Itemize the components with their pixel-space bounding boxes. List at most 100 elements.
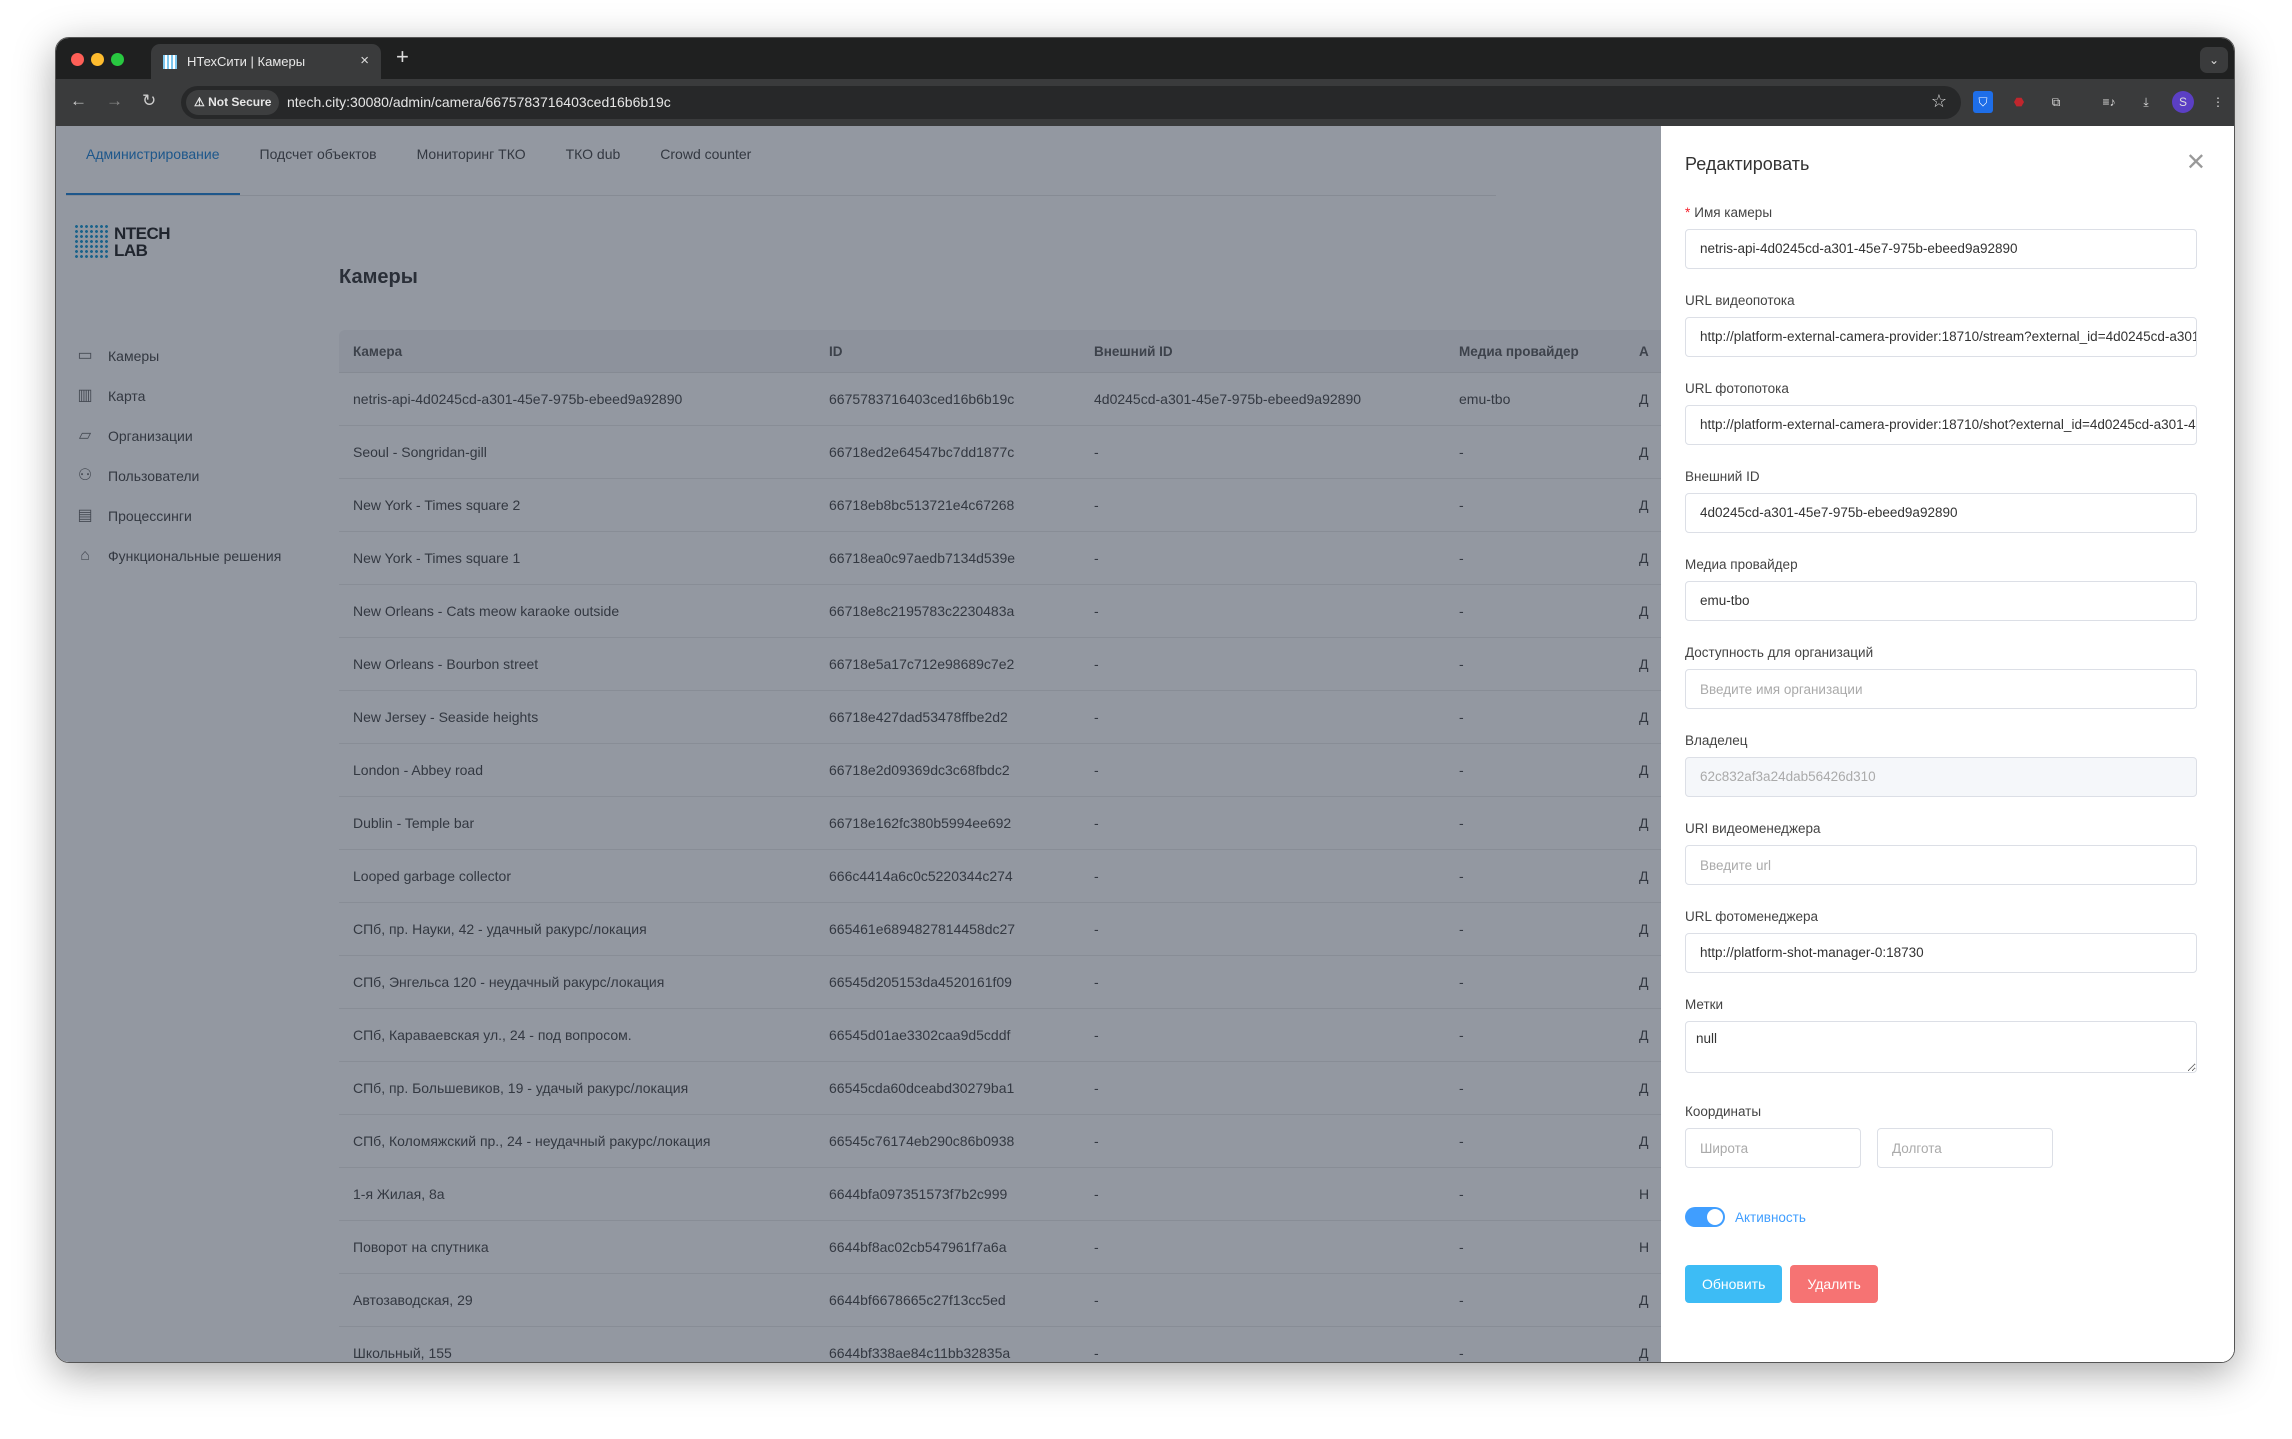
field-input-2[interactable]: http://platform-external-camera-provider… — [1685, 405, 2197, 445]
bookmark-star-icon[interactable]: ☆ — [1930, 91, 1947, 111]
back-icon[interactable]: ← — [70, 91, 87, 110]
field-value: http://platform-external-camera-provider… — [1700, 329, 2196, 344]
sidebar-item-0[interactable]: ▭ Камеры — [74, 336, 281, 376]
latitude-input[interactable] — [1685, 1128, 1861, 1168]
table-cell: - — [1094, 497, 1099, 513]
download-icon[interactable]: ⤓ — [2143, 95, 2149, 109]
column-header[interactable]: Камера — [353, 343, 403, 359]
minimize-window-button[interactable] — [91, 53, 104, 66]
tab-search-chevron-icon[interactable]: ⌄ — [2200, 47, 2228, 73]
tab-1[interactable]: Подсчет объектов — [259, 146, 377, 162]
table-cell: Д — [1639, 1027, 1649, 1043]
tab-2[interactable]: Мониторинг ТКО — [416, 146, 526, 162]
field-label-text: Доступность для организаций — [1685, 645, 1874, 660]
field-input-7[interactable] — [1685, 845, 2197, 885]
table-row[interactable]: Поворот на спутника 6644bf8ac02cb547961f7… — [339, 1221, 1669, 1274]
table-row[interactable]: СПб, Коломяжский пр., 24 - неудачный рак… — [339, 1115, 1669, 1168]
field-label: URL фотоменеджера — [1685, 906, 2197, 933]
column-header[interactable]: Внешний ID — [1094, 343, 1173, 359]
column-header[interactable]: Медиа провайдер — [1459, 343, 1579, 359]
table-row[interactable]: Seoul - Songridan-gill 66718ed2e64547bc7d… — [339, 426, 1669, 479]
address-bar[interactable]: ⚠ Not Secure ntech.city:30080/admin/came… — [181, 86, 1961, 119]
table-cell: - — [1459, 1345, 1464, 1361]
table-row[interactable]: 1-я Жилая, 8а 6644bfa097351573f7b2c999 - - Н — [339, 1168, 1669, 1221]
table-cell: - — [1459, 1133, 1464, 1149]
table-row[interactable]: New Orleans - Cats meow karaoke outside 6… — [339, 585, 1669, 638]
edit-form: * Имя камеры netris-api-4d0245cd-a301-45e7… — [1685, 202, 2197, 1303]
new-tab-button[interactable]: + — [396, 44, 409, 69]
update-button[interactable]: Обновить — [1685, 1265, 1783, 1303]
sidebar-item-2[interactable]: ▱ Организации — [74, 416, 281, 456]
table-cell: New Orleans - Cats meow karaoke outside — [353, 603, 620, 619]
table-cell: - — [1094, 1133, 1099, 1149]
media-control-icon[interactable]: ≡♪ — [2102, 95, 2116, 109]
table-row[interactable]: СПб, Караваевская ул., 24 - под вопросом… — [339, 1009, 1669, 1062]
browser-tab[interactable]: НТехСити | Камеры × — [151, 44, 381, 79]
table-row[interactable]: СПб, пр. Большевиков, 19 - удачый ракурс… — [339, 1062, 1669, 1115]
field-input-0[interactable]: netris-api-4d0245cd-a301-45e7-975b-ebeed… — [1685, 229, 2197, 269]
field-label-text: URL видеопотока — [1685, 293, 1795, 308]
field-input-5[interactable] — [1685, 669, 2197, 709]
table-row[interactable]: Looped garbage collector 666c4414a6c0c522… — [339, 850, 1669, 903]
table-cell: - — [1459, 1292, 1464, 1308]
tab-4[interactable]: Crowd counter — [660, 146, 752, 162]
table-row[interactable]: netris-api-4d0245cd-a301-45e7-975b-ebeed… — [339, 373, 1669, 426]
extensions-puzzle-icon[interactable]: ⧉ — [2051, 95, 2061, 109]
column-header[interactable]: ID — [829, 343, 843, 359]
table-row[interactable]: СПб, пр. Науки, 42 - удачный ракурс/лока… — [339, 903, 1669, 956]
folder-icon: ▱ — [78, 427, 92, 444]
profile-avatar[interactable]: S — [2172, 91, 2194, 113]
table-row[interactable]: Школьный, 155 6644bf338ae84c11bb32835a - - Д — [339, 1327, 1669, 1362]
table-row[interactable]: London - Abbey road 66718e2d09369dc3c68fb… — [339, 744, 1669, 797]
sidebar-item-3[interactable]: ⚇ Пользователи — [74, 456, 281, 496]
table-cell: - — [1459, 1027, 1464, 1043]
table-cell: 66545cda60dceabd30279ba1 — [829, 1080, 1015, 1096]
not-secure-badge[interactable]: ⚠ Not Secure — [186, 90, 280, 115]
table-cell: - — [1094, 921, 1099, 937]
tab-3[interactable]: ТКО dub — [565, 146, 621, 162]
reload-icon[interactable]: ↻ — [142, 91, 157, 110]
active-toggle[interactable] — [1685, 1207, 1725, 1227]
forward-icon[interactable]: → — [106, 91, 123, 110]
tags-textarea[interactable]: null — [1685, 1021, 2197, 1073]
sidebar-item-1[interactable]: ▥ Карта — [74, 376, 281, 416]
table-cell: Д — [1639, 868, 1649, 884]
table-row[interactable]: Dublin - Temple bar 66718e162fc380b5994ee… — [339, 797, 1669, 850]
sidebar-item-5[interactable]: ⌂ Функциональные решения — [74, 536, 281, 576]
column-header[interactable]: А — [1639, 343, 1649, 359]
field-input-3[interactable]: 4d0245cd-a301-45e7-975b-ebeed9a92890 — [1685, 493, 2197, 533]
table-cell: Д — [1639, 444, 1649, 460]
browser-menu-icon[interactable]: ⋮ — [2212, 95, 2224, 109]
sidebar-item-4[interactable]: ▤ Процессинги — [74, 496, 281, 536]
table-row[interactable]: New York - Times square 1 66718ea0c97aedb… — [339, 532, 1669, 585]
field-input-1[interactable]: http://platform-external-camera-provider… — [1685, 317, 2197, 357]
close-tab-icon[interactable]: × — [360, 52, 369, 69]
table-row[interactable]: New Orleans - Bourbon street 66718e5a17c7… — [339, 638, 1669, 691]
url-text[interactable]: ntech.city:30080/admin/camera/6675783716… — [287, 94, 671, 110]
bitwarden-shield-icon[interactable]: ⛉ — [1973, 91, 1993, 113]
tab-0[interactable]: Администрирование — [66, 126, 240, 195]
table-row[interactable]: New Jersey - Seaside heights 66718e427dad… — [339, 691, 1669, 744]
close-icon[interactable]: ✕ — [2185, 149, 2206, 176]
maximize-window-button[interactable] — [111, 53, 124, 66]
close-window-button[interactable] — [71, 53, 84, 66]
active-label: Активность — [1735, 1209, 1806, 1225]
field-value: 4d0245cd-a301-45e7-975b-ebeed9a92890 — [1700, 505, 1958, 520]
top-navigation: Администрирование Подсчет объектов Монитор… — [66, 126, 1496, 196]
table-row[interactable]: Автозаводская, 29 6644bf6678665c27f13cc5e… — [339, 1274, 1669, 1327]
table-cell: - — [1459, 921, 1464, 937]
field-input-8[interactable]: http://platform-shot-manager-0:18730 — [1685, 933, 2197, 973]
delete-button[interactable]: Удалить — [1790, 1265, 1878, 1303]
table-cell: New York - Times square 1 — [353, 550, 521, 566]
table-cell: Д — [1639, 815, 1649, 831]
field-input-4[interactable]: emu-tbo — [1685, 581, 2197, 621]
modal-overlay[interactable] — [56, 126, 1661, 1362]
ublock-icon[interactable]: ⬣ — [2013, 95, 2025, 109]
table-row[interactable]: New York - Times square 2 66718eb8bc51372… — [339, 479, 1669, 532]
table-cell: - — [1459, 656, 1464, 672]
table-cell: Поворот на спутника — [353, 1239, 489, 1255]
longitude-input[interactable] — [1877, 1128, 2053, 1168]
table-cell: Д — [1639, 1133, 1649, 1149]
table-row[interactable]: СПб, Энгельса 120 - неудачный ракурс/лок… — [339, 956, 1669, 1009]
sidebar-item-label: Карта — [108, 388, 146, 404]
